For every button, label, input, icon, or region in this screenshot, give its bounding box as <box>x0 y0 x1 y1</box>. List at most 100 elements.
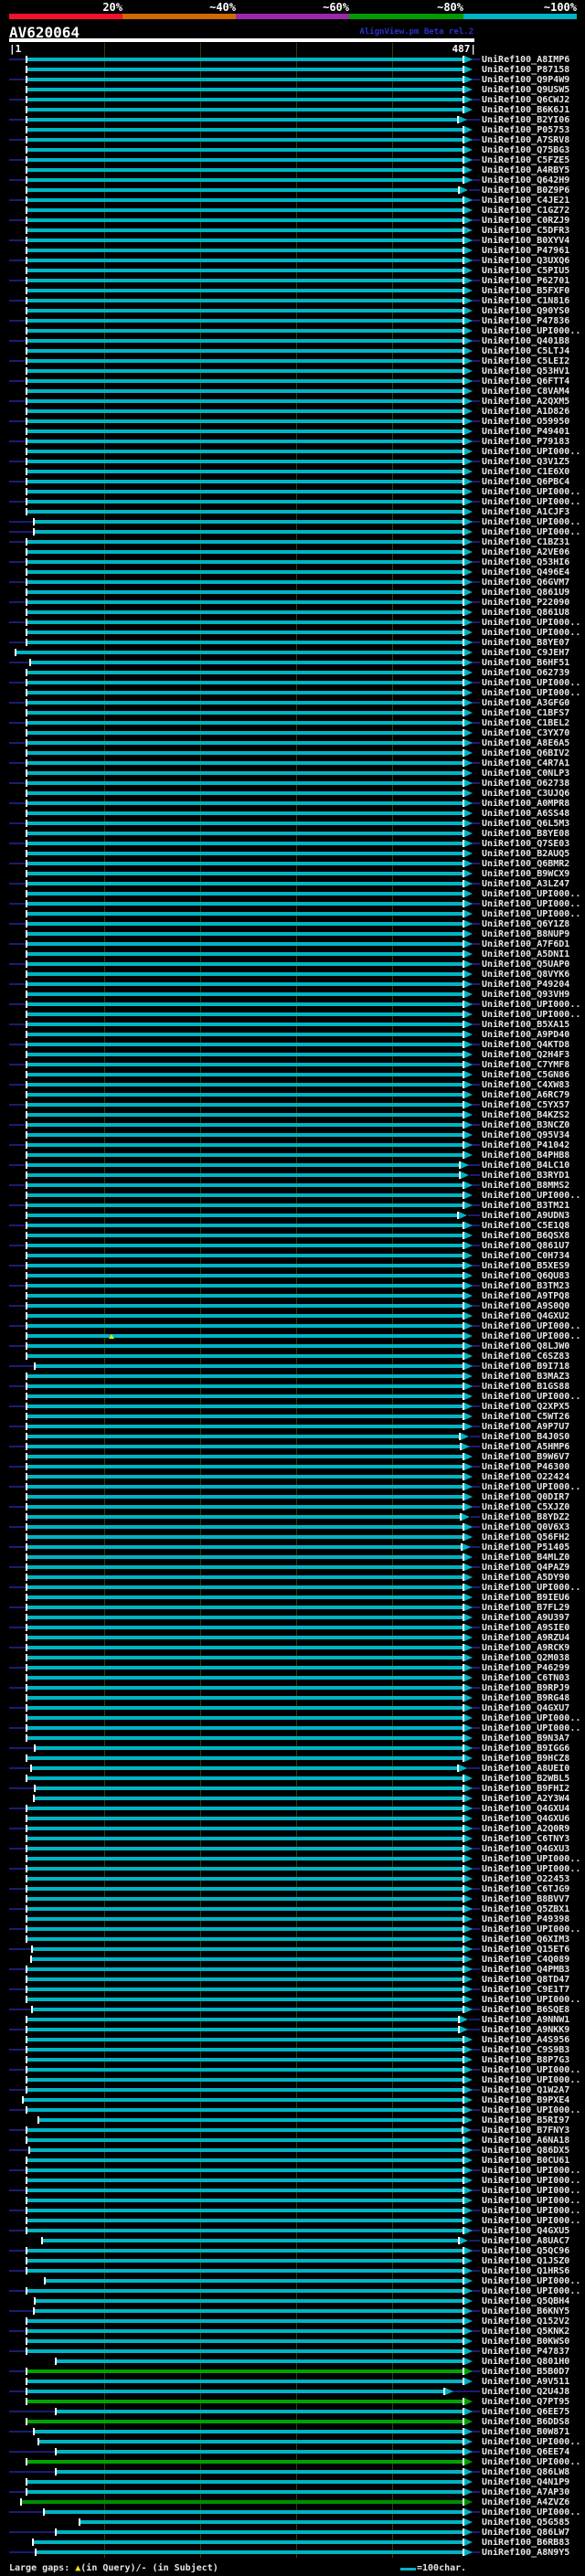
hit-label[interactable]: UniRef100_B3NCZ0 <box>482 1120 570 1130</box>
alignment-row[interactable]: UniRef100_A9RZU4 <box>0 1633 585 1643</box>
hit-bar[interactable] <box>27 289 463 292</box>
hit-label[interactable]: UniRef100_A6SS48 <box>482 809 570 819</box>
hit-label[interactable]: UniRef100_UPI000.. <box>482 517 581 527</box>
hit-bar[interactable] <box>34 2540 463 2544</box>
hit-bar[interactable] <box>27 570 463 574</box>
hit-label[interactable]: UniRef100_A6NA18 <box>482 2136 570 2146</box>
hit-bar[interactable] <box>27 540 463 544</box>
hit-label[interactable]: UniRef100_P47836 <box>482 316 570 326</box>
alignment-row[interactable]: UniRef100_P49204 <box>0 980 585 990</box>
alignment-row[interactable]: UniRef100_C8VAM4 <box>0 387 585 397</box>
alignment-row[interactable]: UniRef100_Q8VYK6 <box>0 970 585 980</box>
hit-bar[interactable] <box>27 138 463 142</box>
alignment-row[interactable]: UniRef100_P87158 <box>0 65 585 75</box>
hit-label[interactable]: UniRef100_C5DFR3 <box>482 226 570 236</box>
hit-label[interactable]: UniRef100_Q5QBH4 <box>482 2296 570 2306</box>
hit-bar[interactable] <box>16 651 463 654</box>
hit-bar[interactable] <box>27 1083 463 1087</box>
alignment-row[interactable]: UniRef100_A9RCK9 <box>0 1643 585 1653</box>
hit-bar[interactable] <box>27 852 463 855</box>
hit-bar[interactable] <box>27 249 463 252</box>
hit-bar[interactable] <box>27 369 463 373</box>
alignment-row[interactable]: UniRef100_A8IMP6 <box>0 55 585 65</box>
hit-bar[interactable] <box>37 2550 463 2554</box>
hit-bar[interactable] <box>27 1023 463 1026</box>
hit-label[interactable]: UniRef100_B6K6J1 <box>482 105 570 115</box>
hit-bar[interactable] <box>27 2038 463 2041</box>
hit-bar[interactable] <box>27 1224 463 1227</box>
alignment-row[interactable]: UniRef100_P79183 <box>0 437 585 447</box>
alignment-row[interactable]: UniRef100_B3RYD1 <box>0 1171 585 1181</box>
alignment-row[interactable]: UniRef100_C9JEH7 <box>0 648 585 658</box>
hit-bar[interactable] <box>27 1455 463 1458</box>
alignment-row[interactable]: UniRef100_B1GS88 <box>0 1382 585 1392</box>
hit-bar[interactable] <box>32 1957 463 1961</box>
hit-bar[interactable] <box>27 2018 458 2021</box>
hit-label[interactable]: UniRef100_Q15ET6 <box>482 1945 570 1955</box>
hit-label[interactable]: UniRef100_UPI000.. <box>482 2206 581 2216</box>
hit-label[interactable]: UniRef100_Q5KNK2 <box>482 2327 570 2337</box>
hit-label[interactable]: UniRef100_Q6QU83 <box>482 1271 570 1281</box>
hit-bar[interactable] <box>27 2128 462 2132</box>
alignment-row[interactable]: UniRef100_Q5KNK2 <box>0 2327 585 2337</box>
alignment-row[interactable]: UniRef100_Q53HV1 <box>0 366 585 376</box>
hit-label[interactable]: UniRef100_UPI000.. <box>482 2286 581 2296</box>
hit-bar[interactable] <box>27 399 463 403</box>
hit-bar[interactable] <box>27 1203 463 1207</box>
hit-label[interactable]: UniRef100_B8P7G3 <box>482 2055 570 2065</box>
hit-bar[interactable] <box>27 1515 460 1519</box>
hit-bar[interactable] <box>27 912 463 916</box>
hit-bar[interactable] <box>27 208 463 212</box>
hit-label[interactable]: UniRef100_A3GFG0 <box>482 698 570 708</box>
hit-label[interactable]: UniRef100_UPI000.. <box>482 618 581 628</box>
hit-bar[interactable] <box>27 1043 463 1046</box>
hit-label[interactable]: UniRef100_C0RZJ9 <box>482 216 570 226</box>
hit-bar[interactable] <box>27 1646 463 1649</box>
alignment-row[interactable]: UniRef100_C6TNY3 <box>0 1834 585 1844</box>
hit-bar[interactable] <box>27 972 463 976</box>
hit-label[interactable]: UniRef100_A6RC79 <box>482 1090 570 1100</box>
hit-label[interactable]: UniRef100_C8VAM4 <box>482 387 570 397</box>
hit-bar[interactable] <box>27 480 463 483</box>
hit-label[interactable]: UniRef100_C5PIU5 <box>482 266 570 276</box>
alignment-row[interactable]: UniRef100_UPI000.. <box>0 1331 585 1341</box>
hit-bar[interactable] <box>27 892 463 896</box>
hit-label[interactable]: UniRef100_UPI000.. <box>482 1924 581 1935</box>
alignment-row[interactable]: UniRef100_C1E6X0 <box>0 467 585 477</box>
hit-bar[interactable] <box>27 1415 463 1418</box>
hit-bar[interactable] <box>27 1716 463 1720</box>
alignment-row[interactable]: UniRef100_C1GZ72 <box>0 206 585 216</box>
alignment-row[interactable]: UniRef100_UPI000.. <box>0 2075 585 2085</box>
hit-label[interactable]: UniRef100_A9V511 <box>482 2377 570 2387</box>
hit-label[interactable]: UniRef100_B8NUP9 <box>482 929 570 939</box>
alignment-row[interactable]: UniRef100_C3UJQ6 <box>0 789 585 799</box>
alignment-row[interactable]: UniRef100_B9I718 <box>0 1362 585 1372</box>
hit-bar[interactable] <box>27 148 463 152</box>
hit-bar[interactable] <box>27 188 458 192</box>
hit-label[interactable]: UniRef100_Q4GXU7 <box>482 1703 570 1713</box>
hit-bar[interactable] <box>27 691 463 694</box>
hit-bar[interactable] <box>27 2078 463 2082</box>
hit-label[interactable]: UniRef100_UPI000.. <box>482 2216 581 2226</box>
hit-label[interactable]: UniRef100_C0H734 <box>482 1251 570 1261</box>
hit-label[interactable]: UniRef100_B5B0D7 <box>482 2367 570 2377</box>
alignment-row[interactable]: UniRef100_B9PXE4 <box>0 2095 585 2105</box>
hit-label[interactable]: UniRef100_C3YX70 <box>482 728 570 738</box>
hit-label[interactable]: UniRef100_A4ZVZ6 <box>482 2497 570 2507</box>
alignment-row[interactable]: UniRef100_B4PHB8 <box>0 1150 585 1161</box>
hit-label[interactable]: UniRef100_Q861U7 <box>482 1241 570 1251</box>
alignment-row[interactable]: UniRef100_Q6L5M3 <box>0 819 585 829</box>
alignment-row[interactable]: UniRef100_A2QXM5 <box>0 397 585 407</box>
alignment-row[interactable]: UniRef100_Q6PBC4 <box>0 477 585 487</box>
hit-label[interactable]: UniRef100_Q2M038 <box>482 1653 570 1663</box>
hit-label[interactable]: UniRef100_Q6BMR2 <box>482 859 570 869</box>
hit-label[interactable]: UniRef100_Q2H4F3 <box>482 1050 570 1060</box>
hit-label[interactable]: UniRef100_UPI000.. <box>482 2186 581 2196</box>
hit-bar[interactable] <box>27 1847 463 1850</box>
hit-label[interactable]: UniRef100_Q6GVM7 <box>482 578 570 588</box>
hit-bar[interactable] <box>27 922 463 926</box>
hit-label[interactable]: UniRef100_B9I718 <box>482 1362 570 1372</box>
hit-label[interactable]: UniRef100_B0W871 <box>482 2427 570 2437</box>
alignment-row[interactable]: UniRef100_UPI000.. <box>0 2065 585 2075</box>
alignment-row[interactable]: UniRef100_P05753 <box>0 125 585 135</box>
